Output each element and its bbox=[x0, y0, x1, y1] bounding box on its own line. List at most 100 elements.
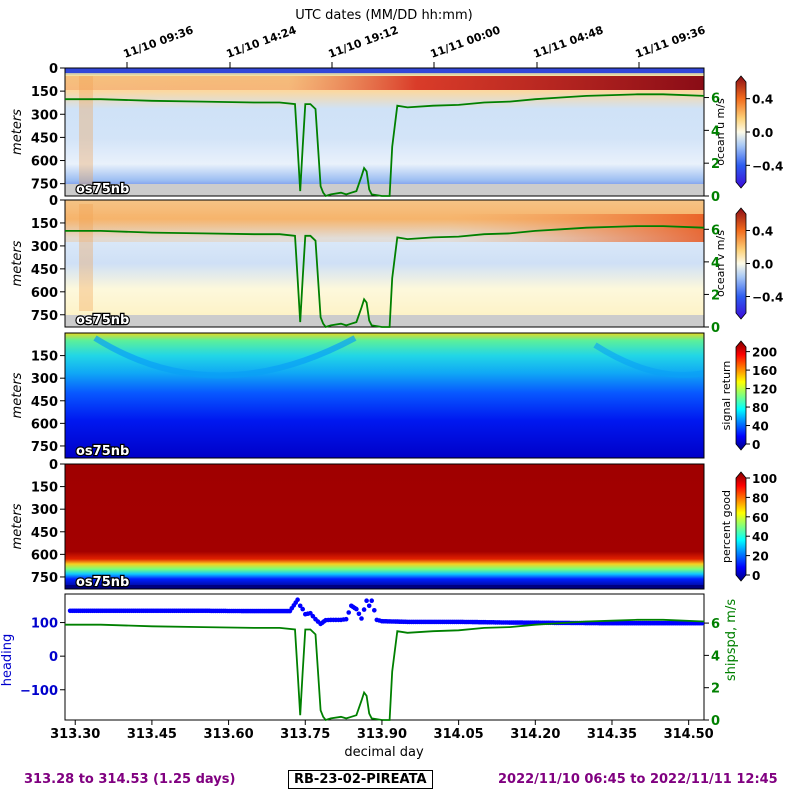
colorbar-tick-label: 0.4 bbox=[752, 93, 773, 107]
footer-cruise-id: RB-23-02-PIREATA bbox=[288, 770, 433, 789]
colorbar-tick-label: 20 bbox=[752, 550, 769, 564]
y-tick-label: 300 bbox=[31, 372, 58, 387]
y-tick-label: 600 bbox=[31, 548, 58, 563]
x-tick-label: 313.90 bbox=[357, 727, 407, 742]
y-tick-label: 0 bbox=[49, 194, 58, 209]
panel-heading-shipspd: 100 0 −100 0 2 4 6 313.30 313.45 313.60 313.75 313.… bbox=[20, 593, 720, 742]
panel-percent-good: 0 150 300 450 600 750 meters os75nb bbox=[10, 458, 705, 591]
colorbar-tick-label: 80 bbox=[752, 491, 769, 505]
heading-point bbox=[369, 598, 375, 603]
right-tick-label: 2 bbox=[711, 288, 720, 303]
x-tick-label: 314.05 bbox=[434, 727, 484, 742]
top-tick-label: 11/10 09:36 bbox=[122, 23, 196, 60]
x-tick-label: 314.50 bbox=[664, 727, 714, 742]
y-tick-label: 150 bbox=[31, 85, 58, 100]
heatmap-field bbox=[65, 464, 704, 589]
shipspd-tick-label: 0 bbox=[711, 714, 720, 729]
y-tick-label: 600 bbox=[31, 286, 58, 301]
colorbar-ocean-u: 0.4 0.0 −0.4 ocean u m/s bbox=[714, 75, 783, 189]
x-tick-label: 313.60 bbox=[203, 727, 253, 742]
colorbar-tick-label: −0.4 bbox=[752, 291, 783, 305]
colorbar-ocean-v: 0.4 0.0 −0.4 ocean v m/s bbox=[714, 207, 783, 320]
colorbar-tick-label: 100 bbox=[752, 472, 777, 486]
colorbar-tick-label: 80 bbox=[752, 401, 769, 415]
instrument-label: os75nb bbox=[76, 182, 129, 197]
heading-point bbox=[295, 597, 300, 602]
panel-frame bbox=[64, 593, 705, 721]
heatmap-field bbox=[65, 333, 704, 458]
shipspd-overlay-line bbox=[65, 93, 705, 198]
top-tick-label: 11/10 19:12 bbox=[327, 23, 400, 60]
y-axis-label: meters bbox=[10, 503, 25, 549]
colorbar-label: ocean v m/s bbox=[714, 230, 727, 297]
instrument-label: os75nb bbox=[76, 444, 129, 459]
y-tick-label: 450 bbox=[31, 263, 58, 278]
instrument-label: os75nb bbox=[76, 575, 129, 590]
colorbar-tick-label: 40 bbox=[752, 420, 769, 434]
y-tick-label: 600 bbox=[31, 417, 58, 432]
right-tick-label: 2 bbox=[711, 157, 720, 172]
heading-point bbox=[297, 603, 303, 609]
footer-day-range: 313.28 to 314.53 (1.25 days) bbox=[24, 772, 236, 787]
colorbar-tick-label: 0 bbox=[752, 569, 760, 583]
heading-tick-label: 0 bbox=[49, 650, 58, 665]
right-tick-label: 6 bbox=[711, 223, 720, 238]
heatmap-bottom bbox=[65, 585, 704, 589]
heading-point bbox=[343, 616, 349, 622]
y-axis-label: meters bbox=[10, 240, 25, 286]
colorbar-signal-return: 200 160 120 80 40 0 signal return bbox=[720, 340, 777, 452]
heading-point bbox=[359, 616, 364, 621]
colorbars: 0.4 0.0 −0.4 ocean u m/s 0.4 0.0 −0.4 ocean v m… bbox=[714, 75, 783, 583]
top-tick-label: 11/11 04:48 bbox=[532, 23, 605, 60]
y-tick-label: 450 bbox=[31, 395, 58, 410]
heading-point bbox=[372, 608, 377, 613]
heading-point bbox=[364, 598, 369, 603]
colorbar-bar bbox=[735, 75, 747, 189]
heatmap-surface-band bbox=[65, 76, 704, 90]
colorbar-bar bbox=[735, 340, 747, 451]
shipspd-line bbox=[65, 618, 705, 722]
y-tick-label: 0 bbox=[49, 62, 58, 77]
y-tick-label: 600 bbox=[31, 155, 58, 170]
heading-point bbox=[310, 613, 316, 619]
y-tick-label: 150 bbox=[31, 350, 58, 365]
heatmap-surface-strip bbox=[65, 68, 704, 73]
panel-ocean-u: 0 150 300 450 600 750 meters os75nb 0 2 4 6 bbox=[10, 62, 720, 205]
panels: 0150300450600750metersos75nb024601503004… bbox=[10, 62, 720, 742]
colorbar-tick-label: 0.0 bbox=[752, 126, 773, 140]
y-tick-label: 300 bbox=[31, 240, 58, 255]
y-tick-label: 750 bbox=[31, 440, 58, 455]
heatmap-streak bbox=[79, 76, 93, 184]
top-tick-label: 11/11 00:00 bbox=[429, 23, 503, 60]
heading-axis-label: heading bbox=[0, 634, 15, 687]
heatmap-streak bbox=[79, 204, 93, 311]
instrument-label: os75nb bbox=[76, 313, 129, 328]
panel-frame bbox=[64, 463, 705, 590]
colorbar-tick-label: 60 bbox=[752, 511, 769, 525]
heatmap-arc bbox=[593, 342, 705, 379]
colorbar-tick-label: 120 bbox=[752, 383, 777, 397]
shipspd-overlay-line bbox=[65, 225, 705, 329]
colorbar-tick-label: 0.0 bbox=[752, 258, 773, 272]
shipspd-tick-label: 6 bbox=[711, 617, 720, 632]
x-tick-label: 313.30 bbox=[50, 727, 100, 742]
colorbar-tick-label: −0.4 bbox=[752, 159, 783, 173]
x-tick-label: 314.35 bbox=[587, 727, 637, 742]
top-tick-label: 11/10 14:24 bbox=[225, 23, 299, 60]
colorbar-tick-label: 40 bbox=[752, 530, 769, 544]
colorbar-tick-label: 160 bbox=[752, 364, 777, 378]
right-tick-label: 4 bbox=[711, 124, 720, 139]
y-tick-label: 150 bbox=[31, 481, 58, 496]
heading-point bbox=[366, 603, 372, 609]
y-tick-label: 450 bbox=[31, 526, 58, 541]
shipspd-tick-label: 2 bbox=[711, 682, 720, 697]
footer-date-range: 2022/11/10 06:45 to 2022/11/11 12:45 bbox=[498, 772, 778, 787]
y-tick-label: 750 bbox=[31, 309, 58, 324]
bottom-mask bbox=[65, 184, 704, 196]
x-tick-label: 313.75 bbox=[280, 727, 330, 742]
y-tick-label: 0 bbox=[49, 458, 58, 473]
right-tick-label: 6 bbox=[711, 92, 720, 107]
right-tick-label: 0 bbox=[711, 321, 720, 336]
colorbar-label: signal return bbox=[720, 361, 733, 431]
